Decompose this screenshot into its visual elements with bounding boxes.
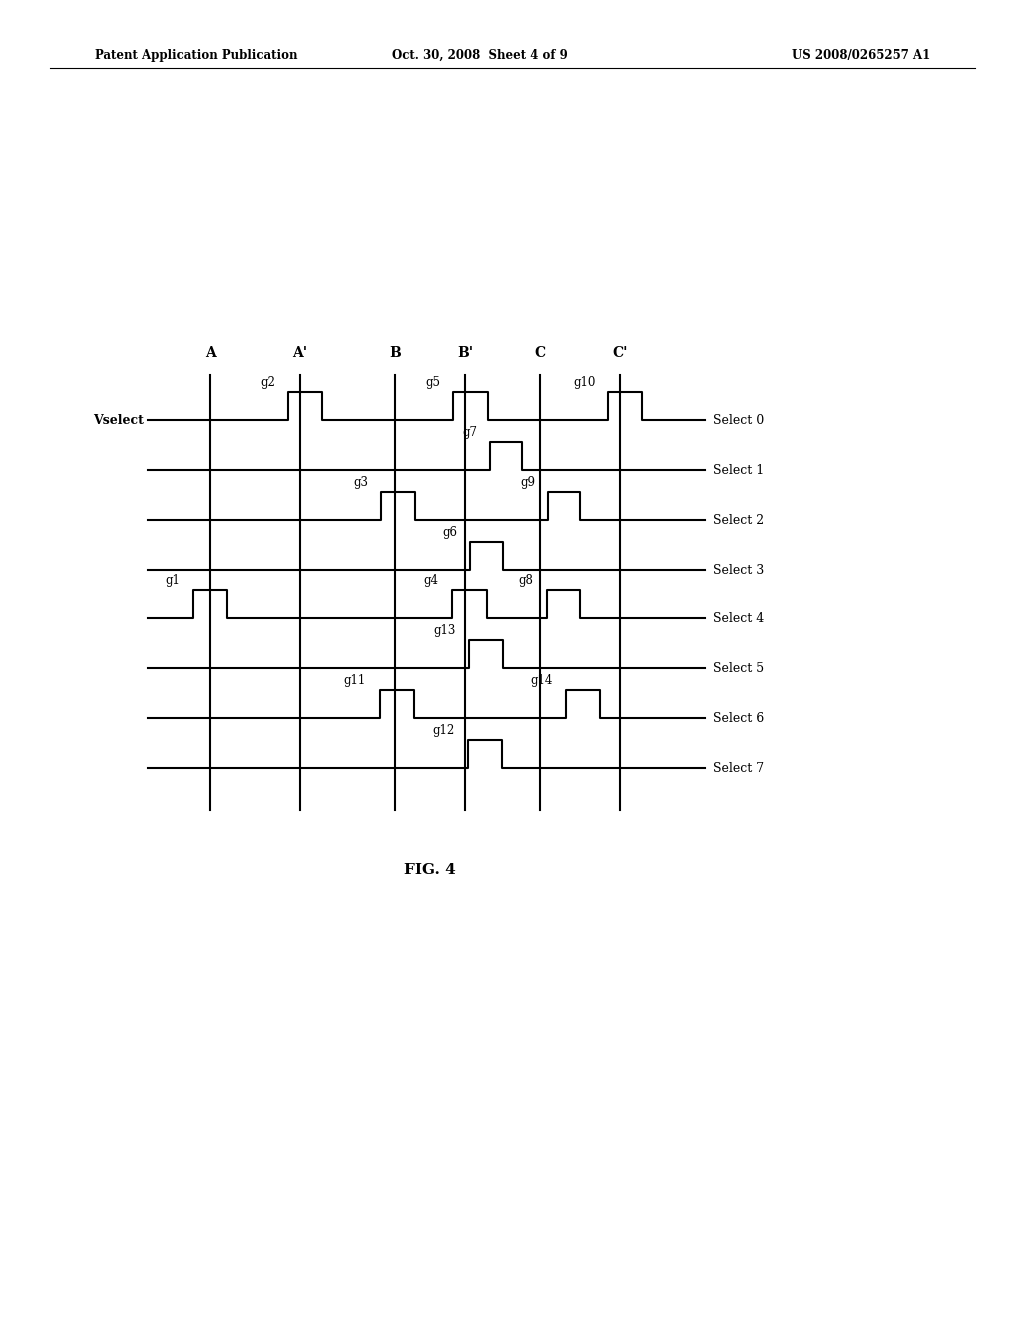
Text: Select 2: Select 2 <box>713 513 764 527</box>
Text: C': C' <box>612 346 628 360</box>
Text: Select 7: Select 7 <box>713 762 764 775</box>
Text: g1: g1 <box>165 574 180 587</box>
Text: Vselect: Vselect <box>93 413 144 426</box>
Text: Patent Application Publication: Patent Application Publication <box>95 49 298 62</box>
Text: Select 1: Select 1 <box>713 463 764 477</box>
Text: US 2008/0265257 A1: US 2008/0265257 A1 <box>792 49 930 62</box>
Text: g12: g12 <box>433 723 455 737</box>
Text: g14: g14 <box>530 675 553 686</box>
Text: Select 5: Select 5 <box>713 661 764 675</box>
Text: B: B <box>389 346 400 360</box>
Text: A: A <box>205 346 215 360</box>
Text: Select 4: Select 4 <box>713 611 764 624</box>
Text: Select 0: Select 0 <box>713 413 764 426</box>
Text: g7: g7 <box>462 426 477 440</box>
Text: FIG. 4: FIG. 4 <box>404 863 456 876</box>
Text: Oct. 30, 2008  Sheet 4 of 9: Oct. 30, 2008 Sheet 4 of 9 <box>392 49 568 62</box>
Text: Select 3: Select 3 <box>713 564 764 577</box>
Text: A': A' <box>293 346 307 360</box>
Text: C: C <box>535 346 546 360</box>
Text: B': B' <box>457 346 473 360</box>
Text: g3: g3 <box>353 477 368 488</box>
Text: g11: g11 <box>344 675 366 686</box>
Text: g5: g5 <box>425 376 440 389</box>
Text: g2: g2 <box>260 376 275 389</box>
Text: Select 6: Select 6 <box>713 711 764 725</box>
Text: g8: g8 <box>518 574 534 587</box>
Text: g13: g13 <box>433 624 456 638</box>
Text: g4: g4 <box>423 574 438 587</box>
Text: g10: g10 <box>573 376 596 389</box>
Text: g6: g6 <box>442 525 457 539</box>
Text: g9: g9 <box>520 477 535 488</box>
